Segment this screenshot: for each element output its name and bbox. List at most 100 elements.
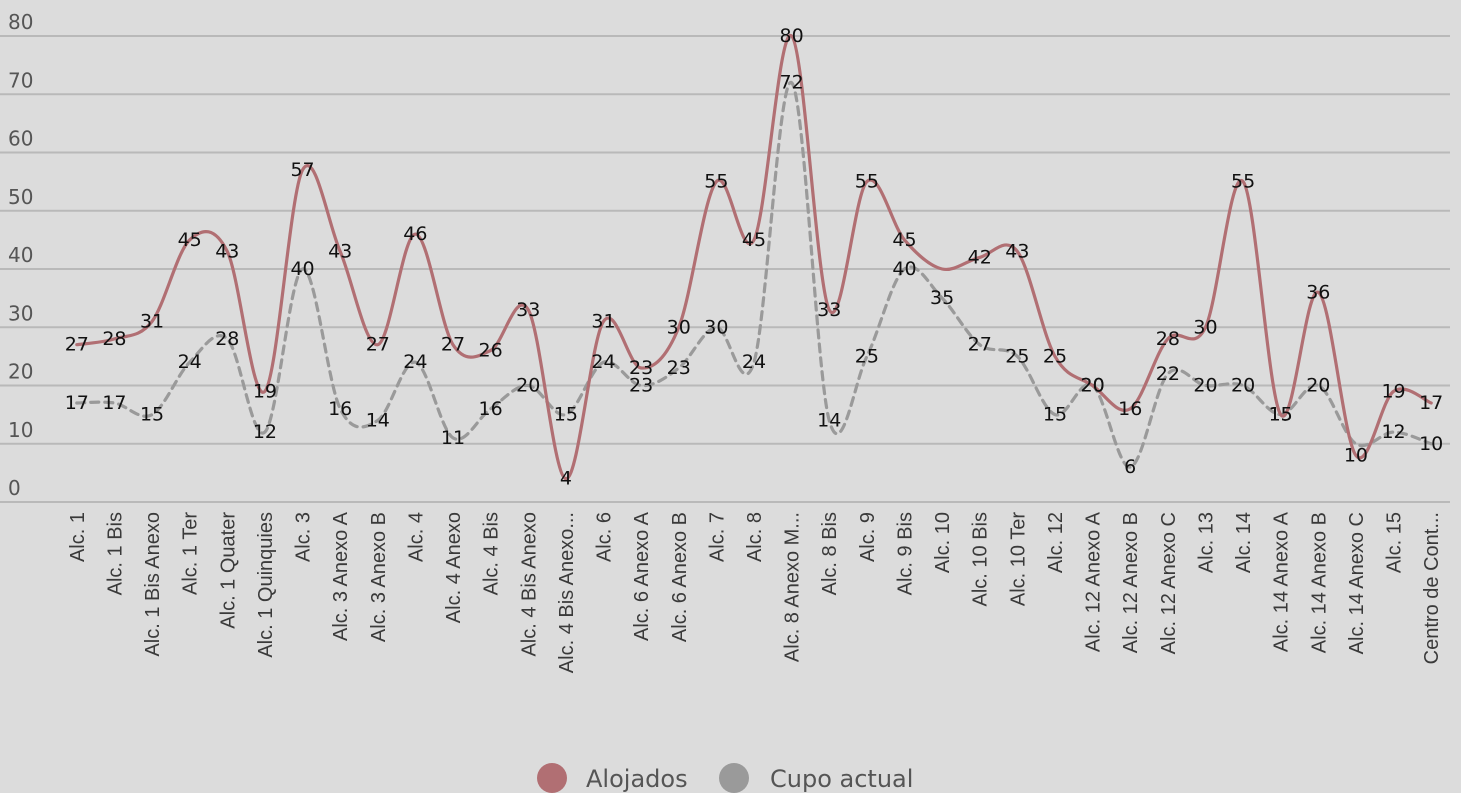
data-label: 20: [1081, 375, 1105, 397]
data-label: 16: [479, 398, 503, 420]
data-label: 27: [366, 334, 390, 356]
data-label: 19: [253, 380, 277, 402]
data-label: 46: [403, 223, 427, 245]
data-label: 43: [215, 241, 239, 263]
data-label: 15: [1269, 404, 1293, 426]
data-label: 33: [516, 299, 540, 321]
x-tick-label: Alc. 14 Anexo B: [1308, 512, 1330, 653]
x-tick-label: Alc. 8: [744, 512, 766, 562]
legend-marker: [719, 763, 749, 793]
data-label: 27: [65, 334, 89, 356]
x-tick-label: Alc. 9 Bis: [894, 512, 916, 595]
data-label: 25: [1005, 345, 1029, 367]
data-label: 31: [140, 310, 164, 332]
data-label: 14: [366, 409, 390, 431]
data-label: 27: [441, 334, 465, 356]
series-line-alojados: [75, 34, 1433, 481]
data-label: 31: [591, 310, 615, 332]
y-axis-ticks: 0 10 20 30 40 50 60 70 80: [8, 10, 33, 500]
x-tick-label: Alc. 14 Anexo C: [1346, 512, 1368, 654]
data-label: 23: [629, 375, 653, 397]
data-label: 24: [178, 351, 202, 373]
data-label: 43: [1005, 241, 1029, 263]
y-tick-label: 50: [8, 185, 33, 209]
data-label: 28: [1156, 328, 1180, 350]
data-label: 30: [667, 316, 691, 338]
legend: Alojados Cupo actual: [537, 763, 913, 793]
x-tick-label: Alc. 3 Anexo A: [330, 511, 352, 641]
data-label: 45: [178, 229, 202, 251]
legend-label: Alojados: [586, 765, 688, 793]
data-label: 15: [1269, 404, 1293, 426]
legend-label: Cupo actual: [770, 765, 913, 793]
data-label: 80: [780, 25, 804, 47]
x-tick-label: Alc. 4 Anexo: [443, 512, 465, 623]
data-label: 20: [1231, 375, 1255, 397]
data-label: 17: [102, 392, 126, 414]
data-label: 45: [892, 229, 916, 251]
data-label: 24: [742, 351, 766, 373]
series-lines: [75, 34, 1433, 481]
x-tick-label: Alc. 7: [706, 512, 728, 562]
x-tick-label: Alc. 4 Bis Anexo: [518, 512, 540, 657]
y-tick-label: 10: [8, 418, 33, 442]
x-tick-label: Alc. 4: [405, 512, 427, 562]
x-tick-label: Alc. 10: [932, 512, 954, 573]
data-label: 40: [290, 258, 314, 280]
data-label: 25: [1043, 345, 1067, 367]
data-label: 55: [855, 171, 879, 193]
y-tick-label: 20: [8, 360, 33, 384]
data-label: 26: [479, 340, 503, 362]
data-label: 24: [591, 351, 615, 373]
data-label: 23: [667, 357, 691, 379]
data-label: 20: [1081, 375, 1105, 397]
data-label: 6: [1124, 456, 1136, 478]
data-label: 16: [328, 398, 352, 420]
data-label: 11: [441, 427, 465, 449]
data-label: 23: [629, 357, 653, 379]
data-label: 25: [855, 345, 879, 367]
data-label: 20: [516, 375, 540, 397]
data-label: 55: [1231, 171, 1255, 193]
x-tick-label: Alc. 1 Ter: [180, 512, 202, 595]
x-tick-label: Alc. 12 Anexo B: [1120, 512, 1142, 653]
data-labels: 27 28 31 45 43 19 57 43 27 46 27 26 33 4 31 23 30 55 45 80 3…: [65, 25, 1444, 490]
y-tick-label: 40: [8, 243, 33, 267]
y-tick-label: 60: [8, 127, 33, 151]
data-label: 42: [968, 246, 992, 268]
x-tick-label: Alc. 1 Bis Anexo: [142, 512, 164, 657]
y-tick-label: 70: [8, 68, 33, 92]
x-tick-label: Alc. 15: [1384, 512, 1406, 573]
x-tick-label: Alc. 4 Bis: [481, 512, 503, 595]
data-label: 15: [1043, 404, 1067, 426]
data-label: 14: [817, 409, 841, 431]
x-tick-label: Alc. 10 Bis: [970, 512, 992, 606]
x-tick-label: Alc. 10 Ter: [1007, 512, 1029, 606]
data-label: 17: [1419, 392, 1443, 414]
data-label: 45: [742, 229, 766, 251]
x-tick-label: Alc. 6 Anexo B: [669, 512, 691, 642]
x-tick-label: Alc. 3 Anexo B: [368, 512, 390, 642]
x-tick-label: Alc. 8 Bis: [819, 512, 841, 595]
data-label: 20: [1193, 375, 1217, 397]
x-axis-ticks: Alc. 1 Alc. 1 Bis Alc. 1 Bis Anexo Alc. 1 T…: [67, 511, 1443, 673]
x-tick-label: Alc. 4 Bis Anexo...: [556, 512, 578, 673]
data-label: 10: [1419, 433, 1443, 455]
legend-marker: [537, 763, 567, 793]
data-label: 40: [892, 258, 916, 280]
data-label: 4: [560, 468, 572, 490]
x-tick-label: Alc. 6: [594, 512, 616, 562]
x-tick-label: Alc. 8 Anexo M...: [782, 512, 804, 662]
x-tick-label: Alc. 1 Quater: [217, 512, 239, 629]
x-tick-label: Alc. 12 Anexo C: [1158, 512, 1180, 654]
data-label: 28: [215, 328, 239, 350]
data-label: 16: [1118, 398, 1142, 420]
x-tick-label: Alc. 3: [293, 512, 315, 562]
y-tick-label: 30: [8, 301, 33, 325]
x-tick-label: Alc. 9: [857, 512, 879, 562]
x-tick-label: Alc. 14: [1233, 512, 1255, 573]
x-tick-label: Alc. 1: [67, 512, 89, 562]
data-label: 24: [403, 351, 427, 373]
